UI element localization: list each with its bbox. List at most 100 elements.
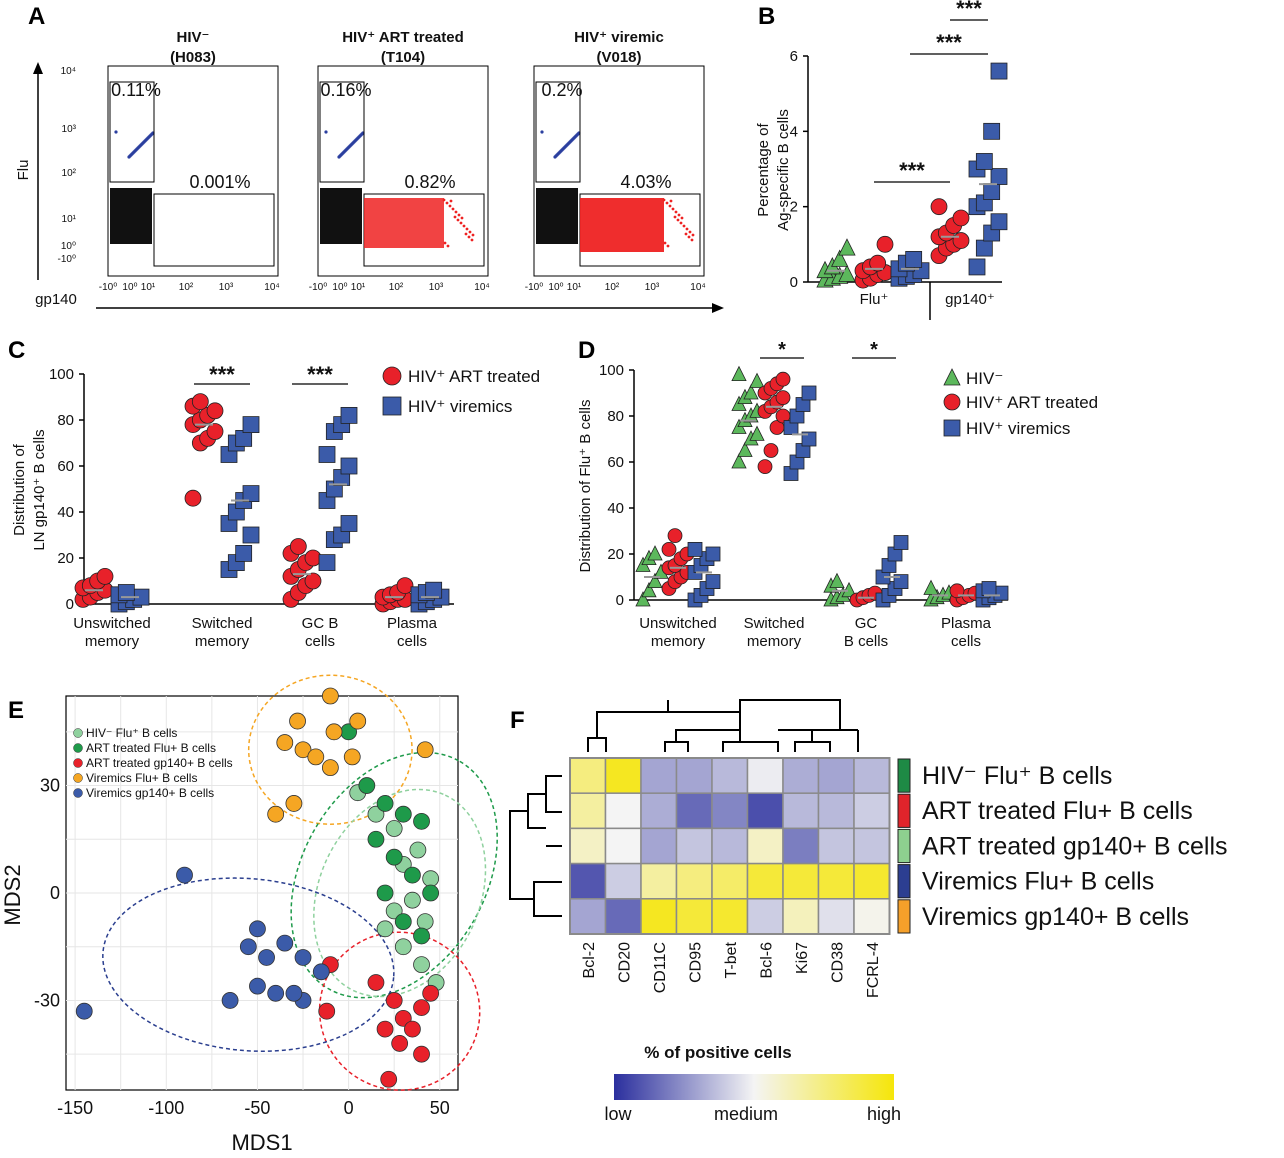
panel-f-row-label: HIV⁻ Flu⁺ B cells: [922, 762, 1112, 790]
panel-f-heatmap-cell: [746, 862, 784, 900]
panel-e-x-label: MDS1: [231, 1130, 292, 1155]
panel-a-gp140-event: [456, 218, 460, 222]
panel-a-flu-event: [540, 130, 544, 134]
panel-b-point: [838, 238, 856, 256]
panel-c-y-label: Distribution of: [11, 443, 28, 536]
panel-f-heatmap-cell: [711, 898, 749, 935]
panel-c-point: [184, 489, 202, 507]
panel-a-flu-percent: 0.16%: [320, 80, 371, 100]
panel-d-point: [893, 535, 909, 550]
panel-e-point: [276, 734, 294, 751]
panel-e-point: [321, 759, 339, 777]
panel-a-x-tick: -10⁰: [309, 282, 327, 293]
panel-a-gp140-event: [663, 241, 667, 245]
panel-a-gp140-event: [459, 221, 463, 225]
panel-e-point: [307, 748, 325, 766]
panel-c-sig-label: ***: [209, 362, 235, 387]
panel-a-plot-subtitle: (V018): [596, 49, 641, 66]
panel-d-point: [749, 425, 765, 441]
panel-a-gp140-event: [462, 224, 466, 228]
panel-e-point: [221, 992, 239, 1009]
panel-b-point: [952, 232, 970, 249]
panel-f-column-label: CD20: [616, 942, 633, 983]
panel-b-sig-label: ***: [956, 0, 982, 21]
panel-label-e: E: [8, 697, 24, 724]
panel-f-heatmap-cell: [853, 862, 891, 900]
panel-a-gp140-event: [445, 201, 449, 205]
panel-c-point: [425, 581, 443, 599]
panel-f-dendrogram-branch: [794, 741, 831, 752]
panel-a-gp140-event: [451, 207, 455, 211]
panel-a-x-tick: 10²: [179, 282, 194, 293]
panel-a-x-tick: 10⁰: [548, 282, 563, 293]
panel-f-dendrogram-branch: [739, 699, 841, 730]
panel-d-point: [801, 385, 817, 401]
panel-e-point: [349, 712, 367, 730]
panel-f-scale-label: low: [604, 1104, 632, 1124]
panel-d-x-tick: memory: [651, 633, 706, 650]
panel-e-point: [413, 999, 430, 1017]
panel-c-point: [242, 526, 260, 544]
panel-e-point: [413, 956, 430, 974]
panel-c-y-tick: 0: [66, 596, 74, 613]
panel-e-point: [367, 805, 385, 823]
panel-b-point: [869, 254, 887, 272]
panel-f-dendrogram-branch: [509, 810, 534, 900]
panel-c-y-label: LN gp140⁺ B cells: [31, 429, 48, 550]
panel-a-gp140-event: [457, 213, 461, 217]
panel-b-point: [876, 235, 894, 253]
panel-c-point: [340, 515, 358, 532]
panel-a-flu-gate: [109, 81, 155, 183]
panel-f-heatmap-border: [569, 757, 891, 935]
panel-d-point: [647, 545, 663, 561]
panel-e-point: [413, 812, 430, 830]
panel-a-gp140-event: [448, 204, 452, 208]
panel-e-legend-marker: [73, 743, 83, 753]
panel-b-group-label: Flu⁺: [860, 291, 889, 308]
panel-a-gp140-event: [465, 227, 469, 231]
panel-a-flu-gate: [319, 81, 365, 183]
panel-a-x-tick: 10³: [219, 282, 234, 293]
panel-e-point: [176, 866, 193, 884]
panel-f-heatmap-cell: [640, 862, 678, 900]
panel-e-point: [294, 741, 312, 759]
panel-e-ellipse: [247, 674, 413, 825]
panel-b-point: [990, 213, 1008, 231]
panel-d-y-tick: 0: [616, 592, 624, 609]
panel-f-dendrogram-branch: [675, 729, 741, 742]
panel-f-heatmap-cell: [711, 862, 749, 900]
panel-f-heatmap-cell: [711, 792, 749, 830]
panel-a-plot-subtitle: (H083): [170, 49, 216, 66]
panel-d-legend-label: HIV⁺ ART treated: [966, 393, 1098, 412]
panel-e-point: [294, 949, 312, 966]
panel-a-x-tick: 10²: [389, 282, 404, 293]
panel-a-y-tick: 10⁰: [61, 241, 76, 252]
panel-d-legend-label: HIV⁺ viremics: [966, 419, 1070, 438]
panel-d-point: [829, 572, 845, 588]
panel-d-point: [661, 542, 677, 557]
panel-e-point: [391, 1035, 409, 1052]
panel-b-y-tick: 6: [790, 48, 798, 65]
panel-c-point: [340, 406, 358, 424]
panel-d-y-tick: 100: [599, 362, 624, 379]
panel-label-f: F: [510, 707, 525, 734]
panel-a-x-label: gp140: [35, 291, 77, 308]
panel-c-y-tick: 20: [57, 550, 74, 567]
panel-a-gp140-percent: 0.001%: [189, 172, 250, 192]
panel-d-point: [731, 453, 747, 469]
panel-f-dendrogram-branch: [527, 793, 546, 829]
panel-label-c: C: [8, 337, 25, 364]
panel-a-flu-event: [324, 130, 328, 134]
panel-f-column-label: Ki67: [794, 942, 811, 974]
panel-c-point: [289, 538, 307, 555]
panel-f-row-label: Viremics gp140+ B cells: [922, 903, 1189, 931]
panel-e-point: [422, 870, 440, 888]
panel-e-point: [422, 884, 440, 902]
panel-f-column-label: Bcl-6: [758, 942, 775, 979]
panel-a-gp140-event: [682, 224, 686, 228]
panel-e-point: [385, 992, 403, 1009]
panel-d-point: [635, 591, 651, 607]
panel-a-y-arrowhead: [33, 62, 43, 74]
panel-e-point: [394, 938, 412, 956]
panel-c-x-tick: Switched: [192, 615, 253, 632]
